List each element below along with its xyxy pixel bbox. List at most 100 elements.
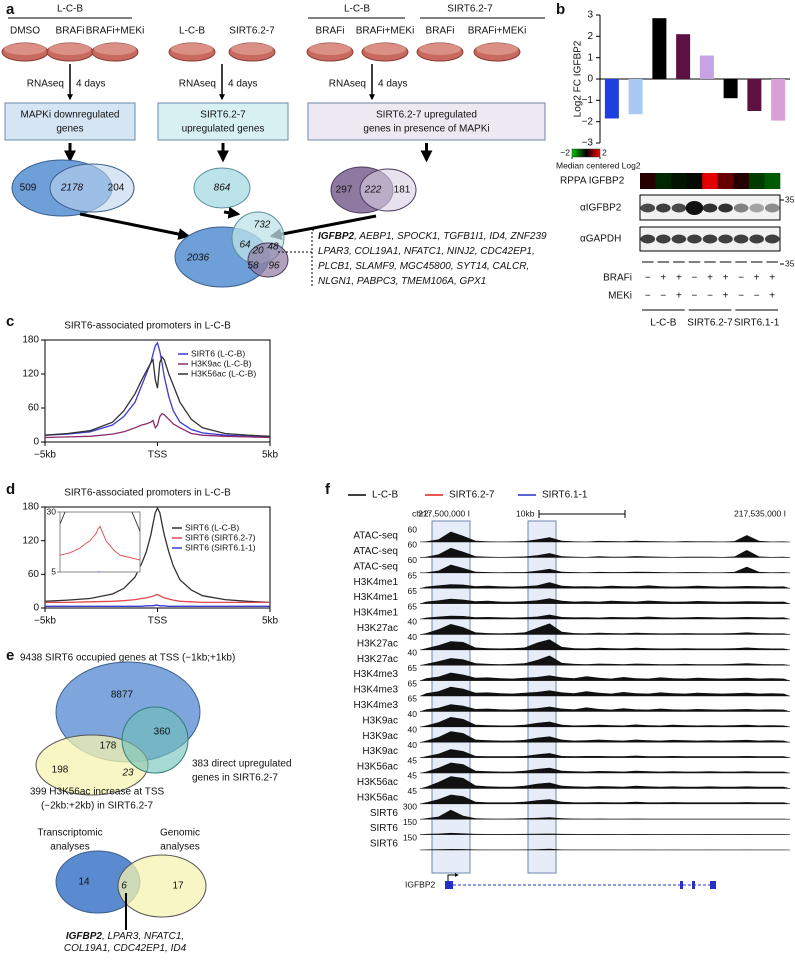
track-label: H3K4me3	[354, 700, 399, 711]
legend-label: H3K56ac (L-C-B)	[191, 368, 256, 378]
culture-dish-top	[94, 43, 136, 55]
thick-arrow	[79, 212, 191, 240]
venn-count: 181	[394, 185, 411, 196]
venn-note: (−2kb:+2kb) in SIRT6.2-7	[41, 801, 154, 812]
group-label: SIRT6.1-1	[734, 318, 780, 329]
blot-band	[749, 234, 764, 244]
track-signal	[420, 749, 790, 758]
venn-count: 204	[108, 183, 125, 194]
track-label: H3K4me1	[354, 608, 399, 619]
blot-band	[718, 203, 733, 213]
track-label: H3K27ac	[357, 654, 398, 665]
row-cell: +	[707, 273, 713, 284]
track-scale: 150	[403, 817, 417, 827]
venn-count: 509	[20, 183, 37, 194]
process-box	[157, 102, 289, 141]
venn-count: 2036	[186, 253, 210, 264]
legend-label: H3K9ac (L-C-B)	[191, 358, 252, 368]
chart-title: SIRT6-associated promoters in L-C-B	[64, 488, 231, 499]
track-scale: 65	[408, 570, 418, 580]
track-scale: 65	[408, 694, 418, 704]
y-tick-label: 60	[28, 403, 40, 414]
y-tick-label: 0	[587, 74, 593, 85]
track-signal	[420, 655, 790, 666]
venn-set-label: Genomic	[160, 828, 200, 839]
track-scale: 65	[408, 586, 418, 596]
blot-band	[702, 203, 718, 213]
gene-list-line: IGFBP2, AEBP1, SPOCK1, TGFB1I1, ID4, ZNF…	[318, 231, 547, 242]
legend-label: SIRT6.1-1	[542, 490, 588, 501]
track-label: H3K56ac	[357, 762, 398, 773]
y-tick-label: 60	[28, 569, 40, 580]
condition-label: BRAFi	[56, 26, 85, 37]
bar	[604, 79, 619, 119]
condition-label: BRAFi	[316, 26, 345, 37]
blot-band	[687, 234, 702, 244]
blot-band	[656, 203, 671, 213]
venn-set-label: Transcriptomic	[37, 828, 102, 839]
blot-band	[640, 234, 656, 244]
track-label: H3K9ac	[362, 731, 398, 742]
venn-set	[121, 706, 189, 774]
venn-count: 58	[247, 261, 259, 272]
track-scale: 60	[408, 540, 418, 550]
colorbar-label: −2	[560, 147, 570, 157]
blot-band	[764, 234, 780, 244]
row-cell: −	[738, 273, 744, 284]
venn-count: 6	[121, 881, 127, 892]
exon	[680, 881, 683, 889]
legend-label: SIRT6 (L-C-B)	[185, 522, 239, 532]
blot-band	[718, 234, 733, 244]
track-scale: 45	[408, 786, 418, 796]
track-scale: 65	[408, 601, 418, 611]
x-tick-label: −5kb	[34, 616, 56, 627]
venn-count: 732	[254, 220, 271, 231]
track-signal	[420, 547, 790, 558]
group-header: SIRT6.2-7	[447, 4, 493, 15]
blot-band	[671, 203, 687, 213]
venn-count: 297	[336, 185, 353, 196]
blot-band	[685, 201, 704, 215]
panel-label: a	[6, 1, 15, 18]
group-label: SIRT6.2-7	[687, 318, 733, 329]
gene-list-line: NLGN1, PABPC3, TMEM106A, GPX1	[318, 276, 486, 287]
condition-label: L-C-B	[179, 26, 205, 37]
box-text: SIRT6.2-7 upregulated	[376, 110, 477, 121]
step-label: RNAseq	[179, 79, 216, 90]
coordinate: 217,500,000 I	[418, 508, 470, 518]
coordinate: 217,535,000 I	[734, 508, 786, 518]
row-label: MEKi	[608, 291, 632, 302]
colorbar-label: 2	[602, 147, 607, 157]
line-series	[45, 593, 270, 604]
heatmap-cell	[748, 173, 765, 189]
y-tick-label: 120	[22, 535, 39, 546]
chart-title: SIRT6-associated promoters in L-C-B	[64, 321, 231, 332]
venn-count: 20	[251, 246, 264, 257]
y-tick-label: 0	[33, 603, 39, 614]
scale-bar	[538, 510, 626, 518]
venn-title: 9438 SIRT6 occupied genes at TSS (−1kb;+…	[20, 653, 235, 664]
exon	[445, 881, 453, 889]
track-signal	[420, 598, 790, 604]
heatmap-cell	[686, 173, 703, 189]
bar	[699, 55, 714, 79]
step-label: 4 days	[228, 79, 257, 90]
condition-label: BRAFi	[426, 26, 455, 37]
track-signal	[420, 704, 790, 712]
panel-label: c	[6, 313, 14, 330]
row-cell: +	[769, 273, 775, 284]
venn-set-label: analyses	[160, 842, 199, 853]
heatmap-cell	[702, 173, 719, 189]
row-cell: +	[754, 273, 760, 284]
y-tick-label: 3	[587, 10, 593, 21]
track-label: H3K9ac	[362, 746, 398, 757]
track-signal	[420, 564, 790, 573]
step-label: RNAseq	[329, 79, 366, 90]
track-label: H3K27ac	[357, 623, 398, 634]
y-tick-label: 180	[22, 335, 39, 346]
gene-names: NLGN1, PABPC3, TMEM106A, GPX1	[318, 276, 486, 287]
venn-count: 864	[214, 183, 231, 194]
track-label: ATAC-seq	[353, 546, 398, 557]
row-cell: −	[754, 291, 760, 302]
track-scale: 150	[403, 832, 417, 842]
